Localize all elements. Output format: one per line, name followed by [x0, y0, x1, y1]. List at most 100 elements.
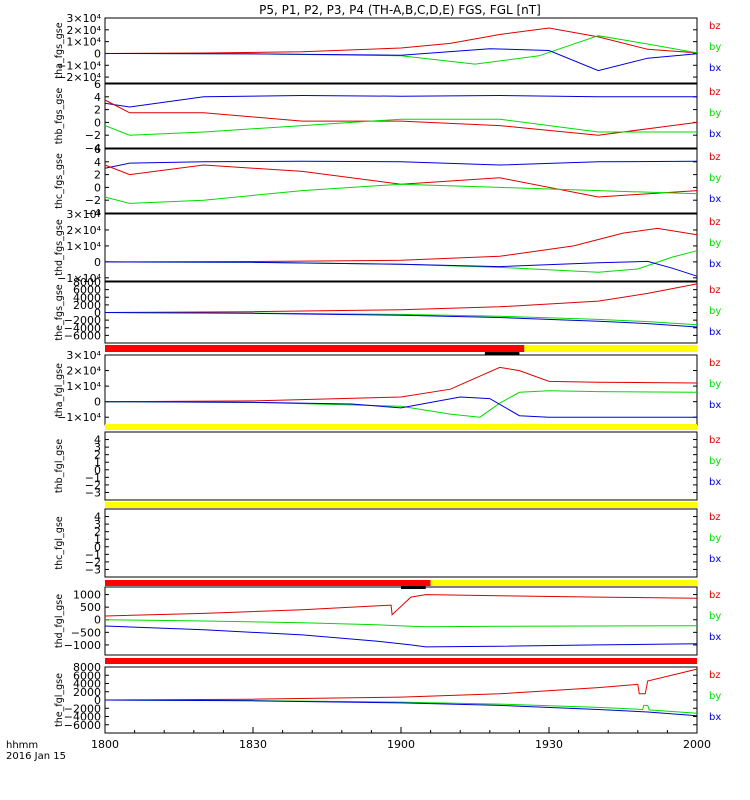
footer-date-label: 2016 Jan 15 — [6, 751, 66, 762]
y-tick-label: −3 — [85, 563, 101, 576]
series-bz — [104, 164, 698, 198]
y-tick-label: −6000 — [64, 719, 101, 732]
footer-time-label: hhmm — [6, 740, 38, 751]
y-tick-label: 2×10⁴ — [66, 224, 101, 237]
y-axis-label: the_fgl_gse — [54, 673, 65, 727]
panel-frame — [104, 213, 698, 282]
series-by — [104, 699, 698, 714]
legend-bz: bz — [709, 358, 721, 369]
y-axis-label: tha_fgs_gse — [54, 22, 65, 78]
y-tick-label: 1000 — [73, 589, 101, 602]
y-tick-label: 2 — [94, 449, 101, 462]
y-axis-label: thb_fgs_gse — [54, 88, 65, 145]
series-bz — [104, 227, 698, 263]
y-tick-label: 500 — [80, 601, 101, 614]
x-tick-label: 1900 — [387, 738, 415, 751]
y-tick-label: 3×10⁴ — [66, 208, 101, 221]
series-bx — [104, 260, 698, 277]
series-by — [104, 619, 698, 628]
y-tick-label: 4 — [94, 434, 101, 447]
legend-by: by — [709, 42, 721, 53]
panel-frame — [104, 508, 698, 578]
legend-bz: bz — [709, 435, 721, 446]
y-axis-label: thd_fgl_gse — [54, 594, 65, 648]
status-bar-segment — [105, 345, 525, 352]
y-axis-label: thc_fgs_gse — [54, 153, 65, 209]
y-tick-label: 0 — [94, 47, 101, 60]
y-tick-label: 6 — [94, 78, 101, 91]
y-tick-label: 1×10⁴ — [66, 240, 101, 253]
y-tick-label: 2 — [94, 169, 101, 182]
y-tick-label: 6000 — [73, 284, 101, 297]
y-tick-label: 0 — [94, 256, 101, 269]
legend-bz: bz — [709, 670, 721, 681]
y-tick-label: 8000 — [73, 661, 101, 674]
legend-bx: bx — [709, 554, 721, 565]
y-tick-label: −2 — [85, 556, 101, 569]
y-tick-label: 1 — [94, 533, 101, 546]
legend-by: by — [709, 691, 721, 702]
status-bar-segment — [105, 658, 697, 664]
status-bars — [105, 345, 697, 664]
legend-bz: bz — [709, 21, 721, 32]
legend-bz: bz — [709, 87, 721, 98]
series-bx — [104, 312, 698, 328]
y-tick-label: 3×10⁴ — [66, 12, 101, 25]
series-by — [104, 118, 697, 136]
y-tick-label: −1×10⁴ — [57, 411, 101, 424]
x-axis: 1800 1830 1900 1930 2000 — [91, 727, 711, 751]
y-tick-label: 4000 — [73, 678, 101, 691]
series-by — [104, 35, 698, 65]
legend-by: by — [709, 379, 721, 390]
y-axis-label: the_fgs_gse — [54, 284, 65, 340]
series-bx — [104, 625, 698, 648]
status-bar-segment — [430, 580, 697, 586]
y-tick-label: 0 — [94, 464, 101, 477]
legend-bx: bx — [709, 194, 721, 205]
y-tick-label: 6000 — [73, 669, 101, 682]
y-tick-label: 2 — [94, 526, 101, 539]
status-bar — [105, 345, 697, 355]
y-tick-label: 1×10⁴ — [66, 380, 101, 393]
status-bar-segment — [105, 580, 431, 586]
panel-the_fgl_gse: 80006000400020000−2000−4000−6000the_fgl_… — [54, 661, 721, 734]
y-tick-label: −4000 — [64, 322, 101, 335]
legend-bz: bz — [709, 285, 721, 296]
y-tick-label: 4 — [94, 91, 101, 104]
legend-bx: bx — [709, 400, 721, 411]
legend-bx: bx — [709, 63, 721, 74]
y-tick-label: 0 — [94, 396, 101, 409]
legend-bz: bz — [709, 512, 721, 523]
series-bz — [104, 99, 698, 136]
y-tick-label: 2000 — [73, 686, 101, 699]
legend-by: by — [709, 533, 721, 544]
series-bz — [104, 283, 698, 313]
y-axis-label: tha_fgl_gse — [54, 363, 65, 417]
y-tick-label: 2×10⁴ — [66, 365, 101, 378]
y-tick-label: −2 — [85, 194, 101, 207]
y-tick-label: −1000 — [64, 639, 101, 652]
y-tick-label: 0 — [94, 116, 101, 129]
legend-by: by — [709, 611, 721, 622]
panel-frame — [104, 17, 698, 84]
y-tick-label: 0 — [94, 694, 101, 707]
panel-frame — [104, 83, 698, 149]
legend-by: by — [709, 108, 721, 119]
y-tick-label: −2000 — [64, 314, 101, 327]
y-tick-label: −2 — [85, 479, 101, 492]
y-tick-label: 2000 — [73, 299, 101, 312]
y-tick-label: 0 — [94, 307, 101, 320]
status-bar-mark — [484, 352, 520, 355]
status-bar — [105, 424, 697, 430]
legend-by: by — [709, 456, 721, 467]
y-tick-label: 3×10⁴ — [66, 349, 101, 362]
legend-bx: bx — [709, 259, 721, 270]
x-tick-label: 1830 — [239, 738, 267, 751]
y-tick-label: 1 — [94, 456, 101, 469]
y-tick-label: −4 — [85, 207, 101, 220]
status-bar — [105, 502, 697, 508]
